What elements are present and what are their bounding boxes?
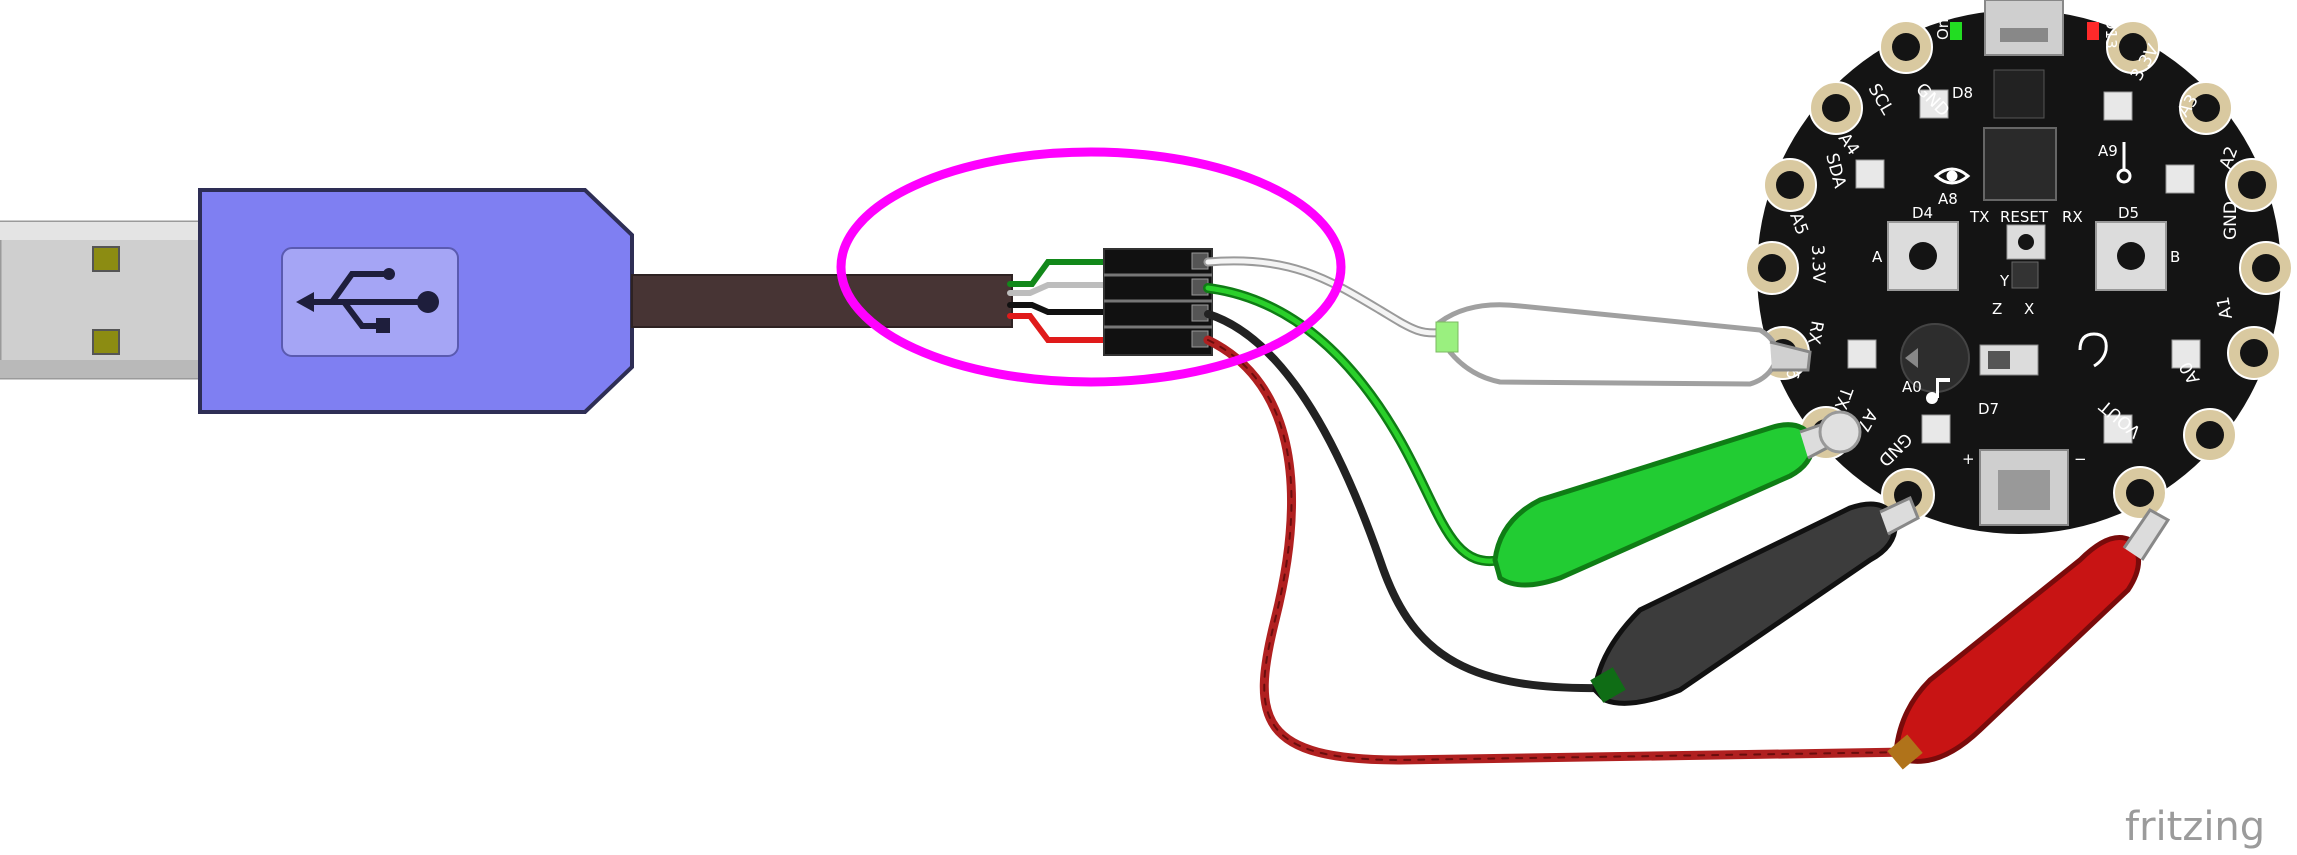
- pad-label-3v3-left: 3.3V: [1807, 244, 1828, 284]
- usb-trident-icon: [296, 268, 439, 333]
- music-note-icon: [1926, 378, 1950, 404]
- battery-connector: [1979, 449, 2069, 526]
- usb-cable: [631, 274, 1013, 328]
- button-b: [2095, 221, 2167, 291]
- circuit-playground-board: On D13 SCL A4 SDA A5 3.3V RX A6 TX: [1745, 0, 2293, 534]
- flash-chip: [1993, 69, 2045, 119]
- label-d4: D4: [1912, 204, 1933, 222]
- alligator-clip-white: [1435, 302, 1812, 387]
- alligator-clip-red: [1887, 508, 2171, 770]
- pad-label-rx: RX: [1803, 319, 1827, 346]
- pad-label-gnd-right: GND: [2221, 201, 2241, 240]
- label-a9: A9: [2098, 142, 2118, 160]
- usb-serial-cable: [0, 188, 1013, 414]
- led-d13: [2087, 22, 2099, 40]
- alligator-clip-green: [1492, 410, 1862, 588]
- label-d8: D8: [1952, 84, 1973, 102]
- wire-red-short: [1007, 313, 1115, 343]
- neopixels: [1847, 89, 2201, 444]
- label-a0-speaker: A0: [1902, 378, 1922, 396]
- header-wires: [1007, 259, 1115, 343]
- label-button-b: B: [2170, 248, 2180, 266]
- label-reset: RESET: [2000, 208, 2049, 226]
- wire-green-short: [1007, 259, 1115, 287]
- label-minus: −: [2074, 450, 2087, 468]
- led-on: [1950, 22, 1962, 40]
- button-a: [1887, 221, 1959, 291]
- alligator-clip-black: [1590, 495, 1920, 706]
- label-axis-z: Z: [1992, 300, 2002, 318]
- fritzing-watermark: fritzing: [2125, 804, 2265, 850]
- main-chip: [1983, 127, 2057, 201]
- wire-black: [1204, 310, 1604, 693]
- label-axis-y: Y: [1999, 272, 2010, 290]
- label-button-a: A: [1872, 248, 1883, 266]
- alligator-clips: [1435, 302, 2171, 770]
- usb-plug-metal: [0, 220, 207, 380]
- eye-icon: [1933, 167, 1971, 185]
- label-plus: +: [1962, 450, 1975, 468]
- speaker: [1900, 323, 1970, 393]
- pin-header: [1103, 248, 1213, 356]
- component-labels: D8 A9 A8 D4 TX RESET RX D5 A B D7 A0 Y Z…: [1872, 84, 2180, 468]
- label-d5: D5: [2118, 204, 2139, 222]
- label-d13: D13: [2102, 18, 2120, 49]
- usb-contact-bottom: [92, 329, 120, 355]
- label-a8: A8: [1938, 190, 1958, 208]
- label-axis-x: X: [2024, 300, 2034, 318]
- label-on: On: [1934, 19, 1952, 40]
- highlight-ellipse: [836, 147, 1346, 387]
- usb-contact-top: [92, 246, 120, 272]
- long-wires: [1203, 256, 1915, 765]
- label-d7: D7: [1978, 400, 1999, 418]
- wire-white-short: [1007, 282, 1115, 296]
- thermometer-icon: [2116, 142, 2132, 184]
- reset-button: [2006, 224, 2046, 260]
- wire-black-short: [1007, 302, 1115, 315]
- label-tx: TX: [1969, 208, 1989, 226]
- label-rx: RX: [2062, 208, 2083, 226]
- accelerometer-chip: [2011, 261, 2039, 289]
- ear-icon: [2078, 332, 2108, 368]
- micro-usb-port: [1984, 0, 2064, 56]
- pad-label-a1: A1: [2213, 295, 2237, 321]
